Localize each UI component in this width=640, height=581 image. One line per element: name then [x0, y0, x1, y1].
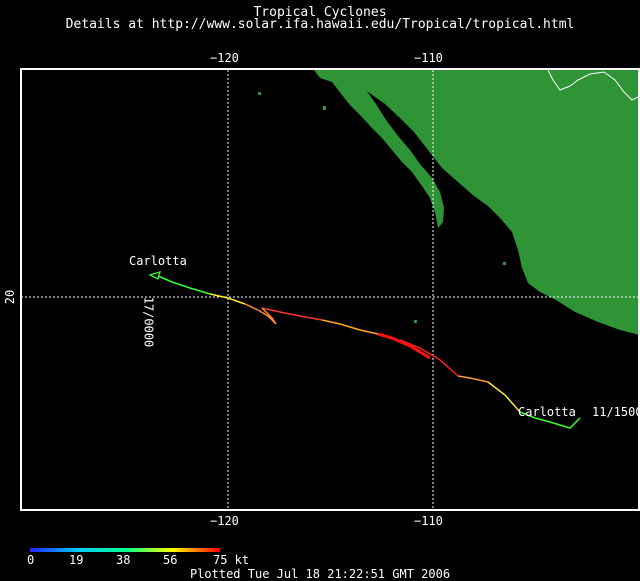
storm-end-marker	[148, 271, 161, 280]
island-1	[258, 92, 261, 95]
track-segment-2	[487, 381, 521, 413]
lon-label-top-110: −110	[414, 51, 443, 65]
island-2	[323, 106, 326, 110]
track-segment-8	[244, 303, 277, 325]
land-mainland	[314, 70, 640, 335]
legend-color-bar	[30, 548, 220, 552]
border-line	[547, 69, 640, 101]
lon-label-top-120: −120	[210, 51, 239, 65]
storm-start-time: 11/1500	[592, 405, 640, 419]
map-frame	[20, 68, 640, 511]
track-segment-9	[209, 293, 246, 305]
storm-label-end: Carlotta	[129, 254, 187, 268]
track-segment-6	[321, 319, 379, 335]
track-segment-5	[377, 332, 431, 360]
track-segment-7	[261, 307, 323, 321]
legend-tick-75: 75 kt	[213, 553, 250, 567]
lat-label-20: 20	[3, 289, 18, 305]
map-subtitle: Details at http://www.solar.ifa.hawaii.e…	[65, 17, 575, 32]
track-segment-3	[457, 375, 489, 383]
legend-tick-38: 38	[116, 553, 131, 567]
legend-tick-19: 19	[69, 553, 84, 567]
island-3	[414, 320, 417, 323]
legend-tick-0: 0	[27, 553, 35, 567]
storm-label-start: Carlotta	[518, 405, 576, 419]
track-segment-10	[157, 275, 211, 295]
storm-track	[157, 275, 581, 429]
track-segment-4	[399, 339, 459, 377]
island-4	[503, 262, 506, 265]
lon-label-bottom-120: −120	[210, 514, 239, 528]
storm-end-time: 17/0000	[141, 296, 156, 348]
legend-tick-56: 56	[163, 553, 178, 567]
map-title: Tropical Cyclones	[253, 5, 387, 20]
track-segment-1	[519, 411, 581, 429]
plotted-timestamp: Plotted Tue Jul 18 21:22:51 GMT 2006	[189, 567, 451, 581]
lon-label-bottom-110: −110	[414, 514, 443, 528]
